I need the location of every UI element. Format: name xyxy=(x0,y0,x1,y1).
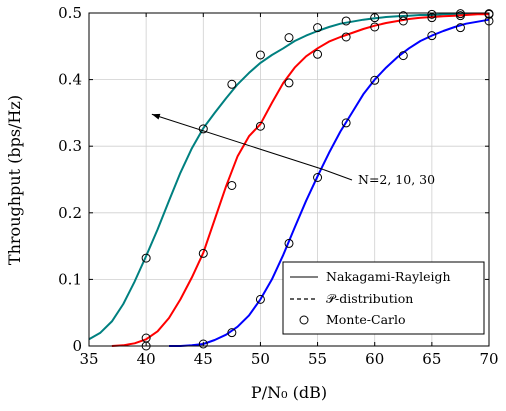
monte-carlo-point xyxy=(455,11,465,21)
y-tick-label: 0.2 xyxy=(58,204,82,222)
ticks: 35 40 45 50 55 60 65 70 0 0.1 0.2 0.3 0.4 0.5 xyxy=(58,4,498,368)
legend-label-nakagami-rayleigh: Nakagami-Rayleigh xyxy=(326,269,451,284)
monte-carlo-point xyxy=(341,118,351,128)
annotation-arrowhead xyxy=(151,113,161,120)
y-tick-label: 0.5 xyxy=(58,4,82,22)
monte-carlo-point xyxy=(227,328,237,338)
monte-carlo-point xyxy=(341,32,351,42)
monte-carlo-point xyxy=(455,23,465,33)
monte-carlo-point xyxy=(370,75,380,85)
legend-label-p-distribution: 𝒫-distribution xyxy=(326,291,413,306)
monte-carlo-point xyxy=(313,49,323,59)
y-tick-label: 0.3 xyxy=(58,137,82,155)
y-tick-label: 0.4 xyxy=(58,71,82,89)
monte-carlo-point xyxy=(313,23,323,33)
monte-carlo-point xyxy=(398,11,408,21)
x-tick-label: 65 xyxy=(422,350,441,368)
annotation: N=2, 10, 30 xyxy=(151,113,435,187)
x-tick-label: 70 xyxy=(479,350,498,368)
legend-swatch-monte-carlo xyxy=(299,315,309,325)
x-tick-label: 50 xyxy=(251,350,270,368)
monte-carlo-point xyxy=(255,121,265,131)
monte-carlo-point xyxy=(141,253,151,263)
curve-p-distribution-1 xyxy=(88,13,489,340)
monte-carlo-point xyxy=(313,173,323,183)
x-tick-label: 35 xyxy=(79,350,98,368)
plot-frame xyxy=(88,12,490,347)
monte-carlo-point xyxy=(341,16,351,26)
curve-p-distribution-2 xyxy=(111,13,489,347)
annotation-arrow xyxy=(151,113,324,170)
x-tick-label: 40 xyxy=(137,350,156,368)
annotation-connector xyxy=(323,169,353,181)
monte-carlo-point xyxy=(198,248,208,258)
monte-carlo-point xyxy=(427,9,437,19)
y-tick-label: 0 xyxy=(72,337,82,355)
monte-carlo-point xyxy=(227,79,237,89)
monte-carlo-point xyxy=(198,339,208,349)
x-tick-label: 55 xyxy=(308,350,327,368)
monte-carlo-point xyxy=(398,51,408,61)
annotation-label: N=2, 10, 30 xyxy=(358,172,435,187)
monte-carlo-point xyxy=(427,31,437,41)
monte-carlo-point xyxy=(227,180,237,190)
monte-carlo-point xyxy=(398,16,408,26)
monte-carlo-point xyxy=(255,50,265,60)
x-tick-label: 60 xyxy=(365,350,384,368)
monte-carlo-point xyxy=(370,22,380,32)
legend-box xyxy=(282,261,485,335)
legend-label-monte-carlo: Monte-Carlo xyxy=(326,312,406,327)
monte-carlo-point xyxy=(284,78,294,88)
y-tick-label: 0.1 xyxy=(58,270,82,288)
monte-carlo-point xyxy=(255,294,265,304)
x-axis-label: P/N₀ (dB) xyxy=(251,383,327,402)
monte-carlo-point xyxy=(284,33,294,43)
monte-carlo-point xyxy=(198,124,208,134)
y-axis-label: Throughput (bps/Hz) xyxy=(5,95,24,265)
monte-carlo-point xyxy=(284,238,294,248)
x-tick-label: 45 xyxy=(194,350,213,368)
legend: Nakagami-Rayleigh 𝒫-distribution Monte-C… xyxy=(282,261,485,335)
